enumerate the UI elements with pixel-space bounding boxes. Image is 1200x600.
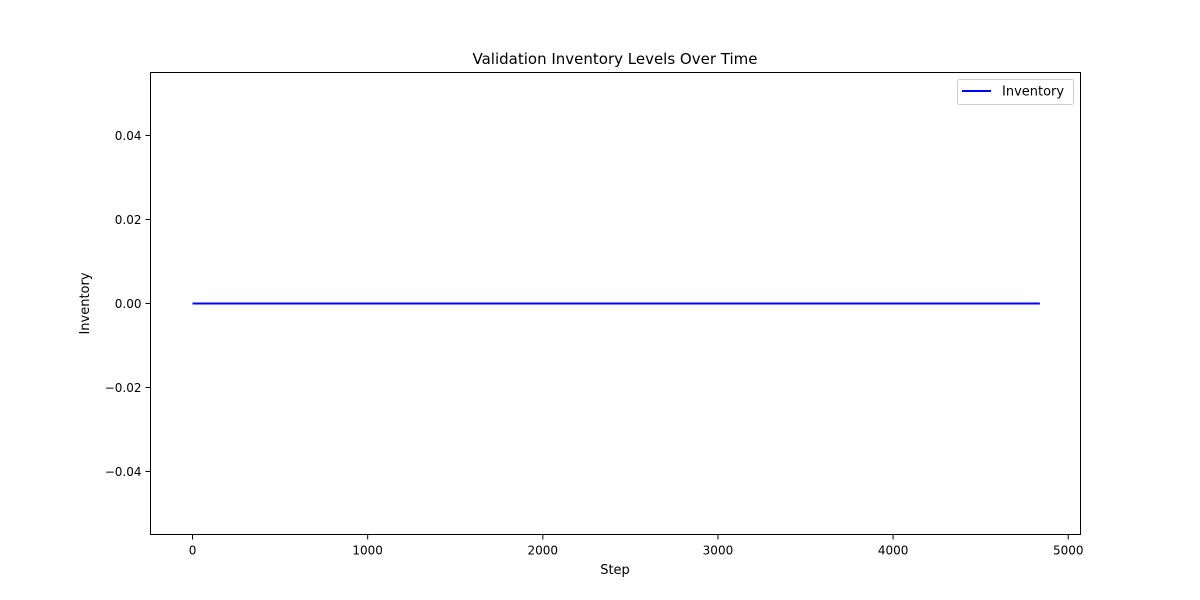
x-tick-label: 5000 — [1053, 544, 1084, 558]
chart-title: Validation Inventory Levels Over Time — [473, 50, 758, 68]
y-tick-label: 0.00 — [115, 297, 142, 311]
x-tick-label: 0 — [189, 544, 197, 558]
y-tick-label: 0.02 — [115, 213, 142, 227]
x-tick-label: 1000 — [352, 544, 383, 558]
y-axis-label: Inventory — [78, 272, 93, 334]
x-axis-ticks: 0 1000 2000 3000 4000 5000 — [189, 534, 1084, 558]
y-tick-label: 0.04 — [115, 129, 142, 143]
x-axis-label: Step — [600, 563, 630, 578]
x-tick-label: 4000 — [878, 544, 909, 558]
x-tick-label: 3000 — [703, 544, 734, 558]
y-axis-ticks: −0.04 −0.02 0.00 0.02 0.04 — [105, 129, 151, 479]
legend-label-inventory: Inventory — [1002, 85, 1064, 100]
x-tick-label: 2000 — [528, 544, 559, 558]
y-tick-label: −0.02 — [105, 381, 142, 395]
y-tick-label: −0.04 — [105, 465, 142, 479]
legend: Inventory — [957, 79, 1074, 105]
legend-box — [957, 79, 1074, 105]
